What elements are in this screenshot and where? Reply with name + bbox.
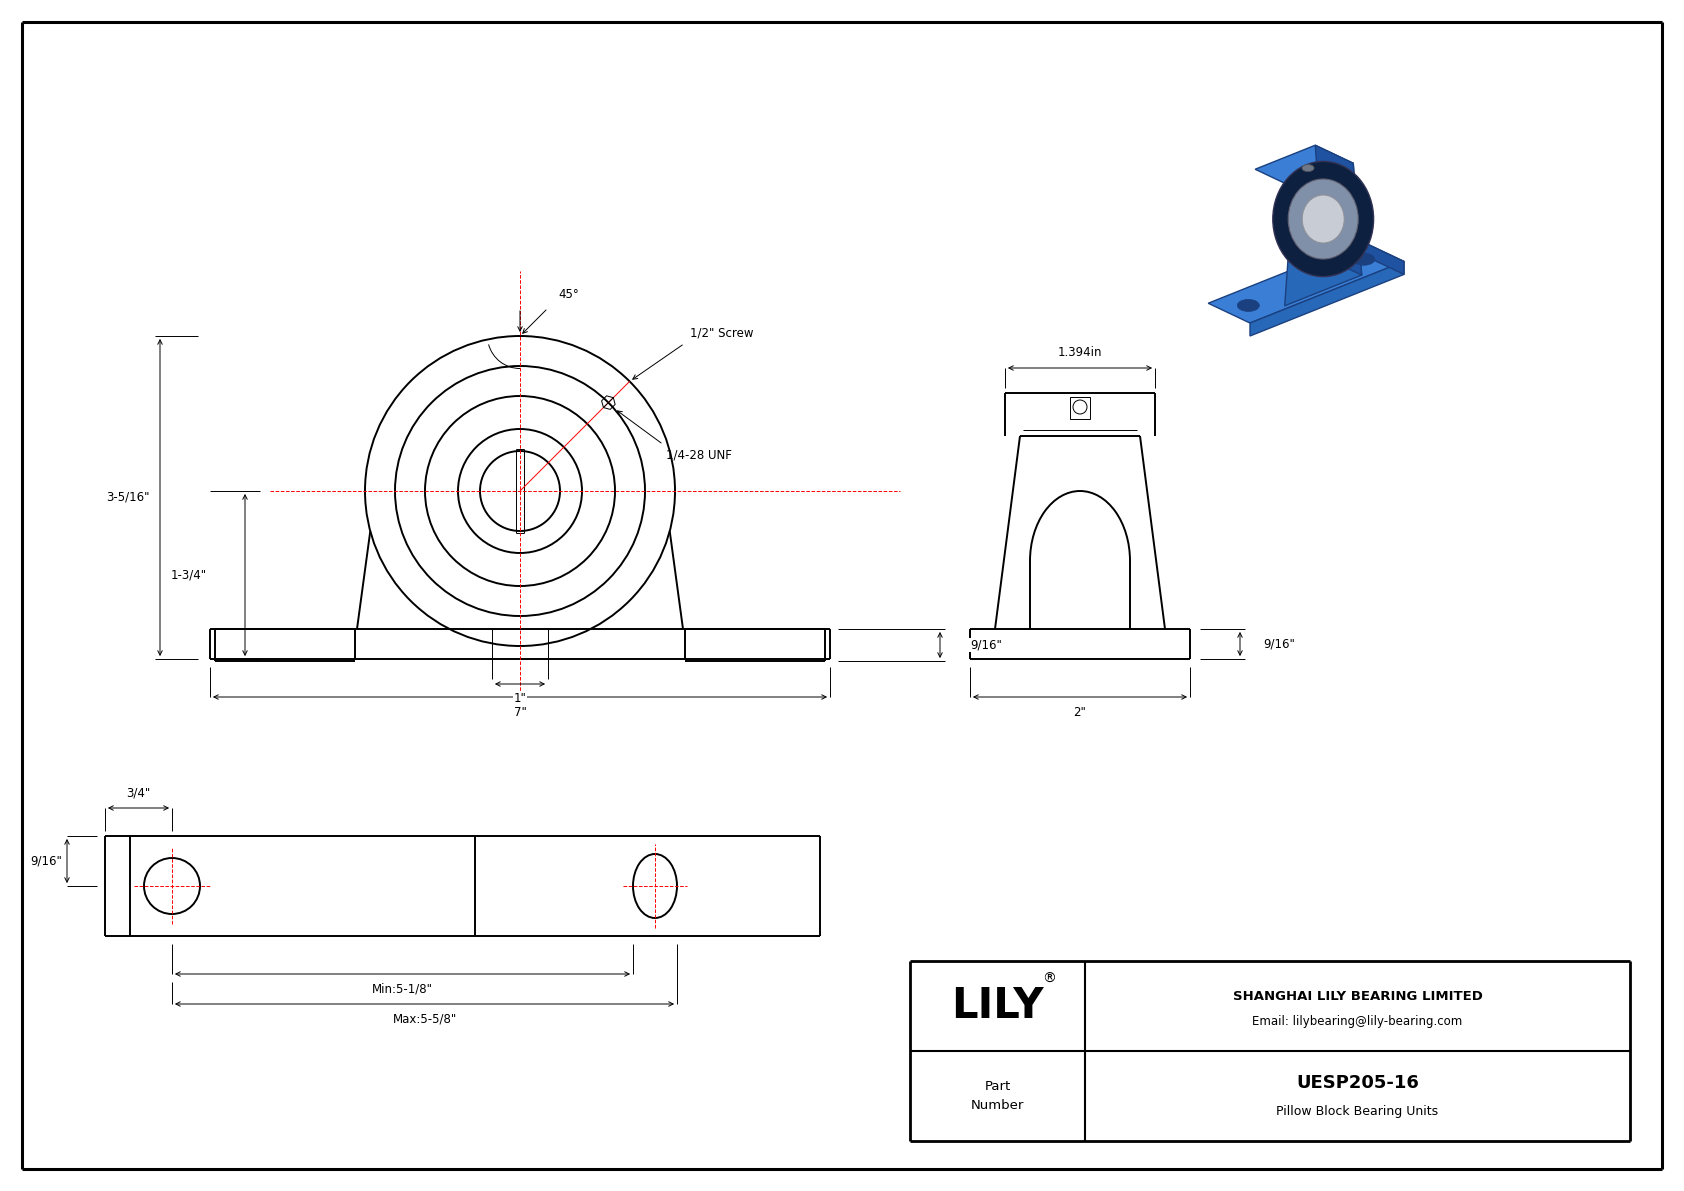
Text: 9/16": 9/16" (970, 638, 1002, 651)
Polygon shape (1362, 242, 1404, 274)
Text: Max:5-5/8": Max:5-5/8" (392, 1012, 456, 1025)
Text: 1.394in: 1.394in (1058, 347, 1103, 360)
Text: 7": 7" (514, 705, 527, 718)
Polygon shape (1285, 163, 1362, 306)
Text: 2": 2" (1074, 705, 1086, 718)
Text: 3/4": 3/4" (126, 786, 150, 799)
Text: 1-3/4": 1-3/4" (170, 568, 207, 581)
Text: Email: lilybearing@lily-bearing.com: Email: lilybearing@lily-bearing.com (1253, 1015, 1463, 1028)
Polygon shape (1255, 145, 1354, 187)
Text: 1/2" Screw: 1/2" Screw (690, 326, 753, 339)
Text: 1": 1" (514, 692, 527, 705)
Text: 45°: 45° (557, 288, 579, 301)
Polygon shape (1207, 242, 1404, 323)
Text: 9/16": 9/16" (30, 854, 62, 867)
Ellipse shape (1238, 299, 1260, 311)
Polygon shape (1250, 262, 1404, 336)
Text: SHANGHAI LILY BEARING LIMITED: SHANGHAI LILY BEARING LIMITED (1233, 990, 1482, 1003)
Text: UESP205-16: UESP205-16 (1297, 1074, 1420, 1092)
Text: Pillow Block Bearing Units: Pillow Block Bearing Units (1276, 1104, 1438, 1117)
Polygon shape (1315, 145, 1362, 275)
Ellipse shape (1302, 164, 1314, 172)
Bar (1069, 397, 1090, 419)
Text: Min:5-1/8": Min:5-1/8" (372, 983, 433, 996)
Text: Part
Number: Part Number (970, 1080, 1024, 1112)
Text: 9/16": 9/16" (1263, 637, 1295, 650)
Ellipse shape (1352, 254, 1374, 266)
Ellipse shape (1273, 162, 1374, 276)
Text: ®: ® (1042, 972, 1056, 986)
Text: 1/4-28 UNF: 1/4-28 UNF (667, 449, 733, 462)
Text: LILY: LILY (951, 985, 1044, 1027)
Ellipse shape (1288, 179, 1359, 258)
Ellipse shape (1302, 195, 1344, 243)
Text: 3-5/16": 3-5/16" (106, 491, 150, 504)
